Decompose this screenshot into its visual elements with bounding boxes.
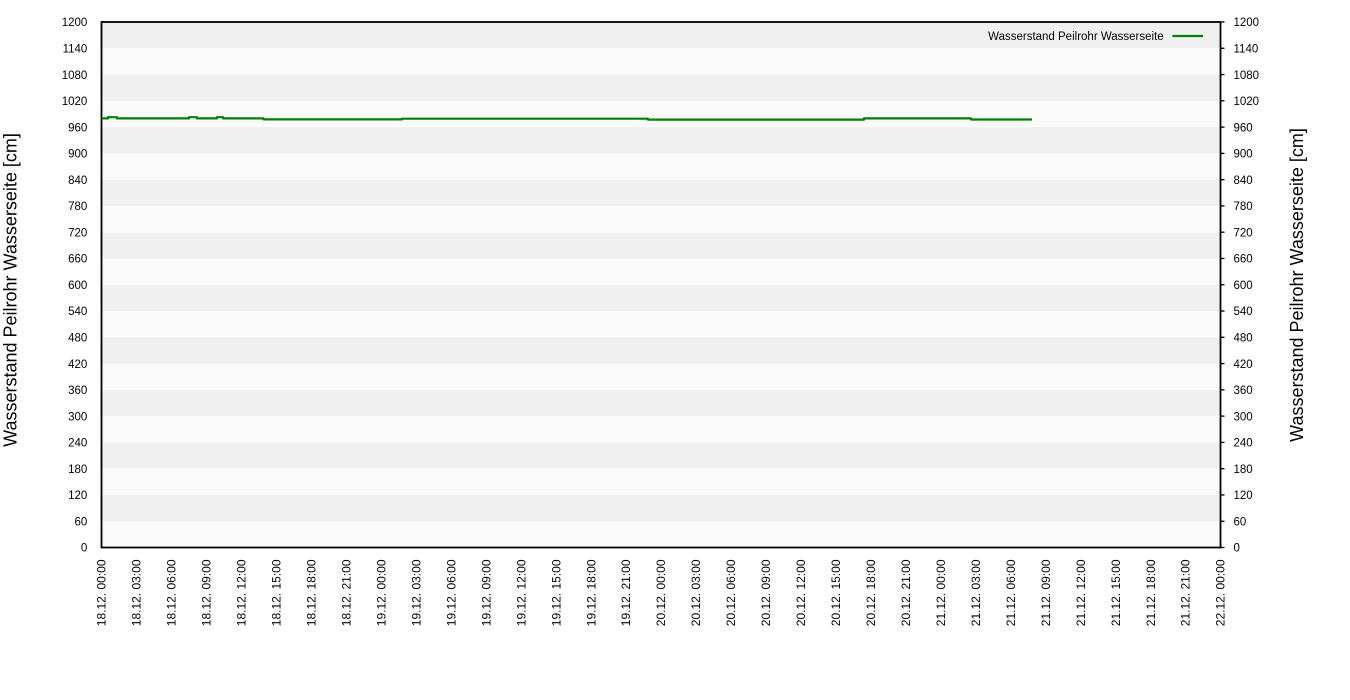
svg-text:0: 0: [1234, 543, 1240, 555]
svg-text:540: 540: [1234, 306, 1253, 318]
svg-text:1020: 1020: [62, 96, 88, 108]
svg-text:120: 120: [1234, 490, 1253, 502]
svg-text:840: 840: [68, 175, 87, 187]
svg-text:21.12. 21:00: 21.12. 21:00: [1179, 559, 1193, 626]
svg-text:420: 420: [68, 359, 87, 371]
svg-text:21.12. 15:00: 21.12. 15:00: [1109, 559, 1123, 626]
svg-text:18.12. 15:00: 18.12. 15:00: [270, 559, 284, 626]
svg-text:18.12. 00:00: 18.12. 00:00: [95, 559, 109, 626]
svg-text:21.12. 09:00: 21.12. 09:00: [1039, 559, 1053, 626]
svg-text:0: 0: [81, 543, 87, 555]
svg-text:Wasserstand Peilrohr Wassersei: Wasserstand Peilrohr Wasserseite [cm]: [1, 133, 21, 447]
svg-text:18.12. 09:00: 18.12. 09:00: [200, 559, 214, 626]
svg-text:18.12. 12:00: 18.12. 12:00: [235, 559, 249, 626]
svg-text:300: 300: [1234, 411, 1253, 423]
svg-text:20.12. 15:00: 20.12. 15:00: [829, 559, 843, 626]
svg-text:18.12. 06:00: 18.12. 06:00: [165, 559, 179, 626]
svg-text:21.12. 03:00: 21.12. 03:00: [969, 559, 983, 626]
svg-text:19.12. 18:00: 19.12. 18:00: [584, 559, 598, 626]
svg-text:180: 180: [1234, 464, 1253, 476]
svg-text:240: 240: [68, 438, 87, 450]
svg-text:360: 360: [68, 385, 87, 397]
svg-text:19.12. 15:00: 19.12. 15:00: [549, 559, 563, 626]
svg-text:780: 780: [1234, 201, 1253, 213]
svg-text:720: 720: [1234, 227, 1253, 239]
svg-text:300: 300: [68, 411, 87, 423]
svg-text:120: 120: [68, 490, 87, 502]
svg-text:1200: 1200: [1234, 17, 1260, 29]
svg-text:1080: 1080: [1234, 70, 1260, 82]
svg-text:240: 240: [1234, 438, 1253, 450]
svg-text:660: 660: [68, 254, 87, 266]
svg-text:1140: 1140: [1234, 43, 1259, 55]
svg-text:19.12. 12:00: 19.12. 12:00: [514, 559, 528, 626]
svg-text:480: 480: [68, 333, 87, 345]
svg-text:20.12. 03:00: 20.12. 03:00: [689, 559, 703, 626]
svg-text:20.12. 12:00: 20.12. 12:00: [794, 559, 808, 626]
svg-text:660: 660: [1234, 254, 1253, 266]
svg-text:720: 720: [68, 227, 87, 239]
svg-text:19.12. 09:00: 19.12. 09:00: [479, 559, 493, 626]
svg-text:780: 780: [68, 201, 87, 213]
svg-text:21.12. 00:00: 21.12. 00:00: [934, 559, 948, 626]
svg-text:20.12. 21:00: 20.12. 21:00: [899, 559, 913, 626]
svg-text:1080: 1080: [62, 70, 88, 82]
svg-text:540: 540: [68, 306, 87, 318]
svg-text:360: 360: [1234, 385, 1253, 397]
svg-text:20.12. 18:00: 20.12. 18:00: [864, 559, 878, 626]
svg-text:960: 960: [68, 122, 87, 134]
svg-text:180: 180: [68, 464, 87, 476]
svg-text:600: 600: [68, 280, 87, 292]
svg-text:840: 840: [1234, 175, 1253, 187]
svg-text:21.12. 12:00: 21.12. 12:00: [1074, 559, 1088, 626]
svg-text:Wasserstand Peilrohr Wassersei: Wasserstand Peilrohr Wasserseite [cm]: [1287, 128, 1307, 442]
svg-text:18.12. 03:00: 18.12. 03:00: [130, 559, 144, 626]
svg-text:18.12. 21:00: 18.12. 21:00: [339, 559, 353, 626]
svg-text:19.12. 03:00: 19.12. 03:00: [409, 559, 423, 626]
svg-text:600: 600: [1234, 280, 1253, 292]
svg-text:480: 480: [1234, 333, 1253, 345]
svg-text:21.12. 18:00: 21.12. 18:00: [1144, 559, 1158, 626]
svg-text:420: 420: [1234, 359, 1253, 371]
svg-text:60: 60: [1234, 516, 1247, 528]
svg-text:900: 900: [68, 149, 87, 161]
svg-text:1020: 1020: [1234, 96, 1260, 108]
svg-text:1200: 1200: [62, 17, 88, 29]
svg-text:900: 900: [1234, 149, 1253, 161]
svg-text:Wasserstand Peilrohr Wassersei: Wasserstand Peilrohr Wasserseite: [988, 31, 1164, 43]
svg-text:19.12. 00:00: 19.12. 00:00: [374, 559, 388, 626]
svg-text:18.12. 18:00: 18.12. 18:00: [305, 559, 319, 626]
svg-text:1140: 1140: [63, 43, 88, 55]
svg-text:19.12. 21:00: 19.12. 21:00: [619, 559, 633, 626]
svg-text:20.12. 00:00: 20.12. 00:00: [654, 559, 668, 626]
svg-text:20.12. 06:00: 20.12. 06:00: [724, 559, 738, 626]
svg-text:22.12. 00:00: 22.12. 00:00: [1214, 559, 1228, 626]
svg-text:60: 60: [75, 516, 88, 528]
svg-text:960: 960: [1234, 122, 1253, 134]
svg-text:21.12. 06:00: 21.12. 06:00: [1004, 559, 1018, 626]
svg-text:19.12. 06:00: 19.12. 06:00: [444, 559, 458, 626]
svg-text:20.12. 09:00: 20.12. 09:00: [759, 559, 773, 626]
